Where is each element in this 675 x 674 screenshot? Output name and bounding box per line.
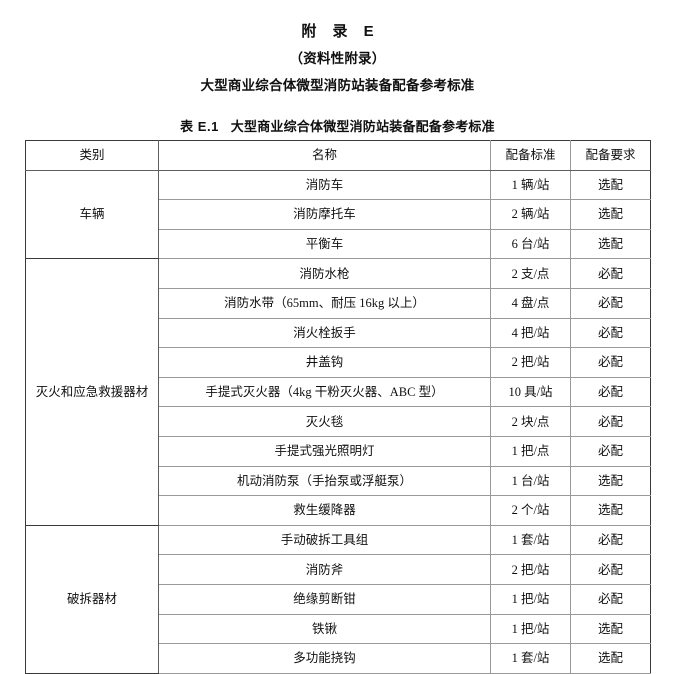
cell-standard: 2 块/点 [490,406,571,437]
cell-requirement: 选配 [570,643,651,674]
cell-standard: 2 个/站 [490,495,571,526]
cell-requirement: 必配 [570,583,651,615]
cell-standard: 10 具/站 [490,376,571,408]
appendix-title: 附 录 E [301,23,380,40]
cell-requirement: 选配 [570,495,651,526]
cell-requirement: 必配 [570,376,651,408]
table-row: 井盖钩 2 把/站 必配 [26,347,651,378]
column-header-category: 类别 [25,140,159,171]
cell-requirement: 必配 [570,435,651,467]
cell-standard: 4 盘/点 [490,287,571,319]
cell-equipment-name: 消防斧 [158,554,491,585]
table-header: 类别 名称 配备标准 配备要求 [25,140,651,171]
cell-requirement: 必配 [570,347,651,378]
cell-category: 破拆器材 [25,524,159,674]
cell-equipment-name: 平衡车 [158,228,491,260]
cell-standard: 1 辆/站 [490,169,571,201]
table-row: 机动消防泵（手抬泵或浮艇泵） 1 台/站 选配 [26,465,651,497]
cell-category: 灭火和应急救援器材 [25,258,159,526]
cell-equipment-name: 绝缘剪断钳 [158,583,491,615]
table-row: 灭火和应急救援器材 消防水枪 2 支/点 必配 [25,258,651,526]
cell-equipment-name: 井盖钩 [158,347,491,378]
cell-equipment-name: 消火栓扳手 [158,317,491,349]
table-body: 车辆 消防车 1 辆/站 选配 消防摩托车 2 辆/站 选配 平衡车 6 台/站 选配 灭火和应急救… [25,169,651,674]
cell-category: 车辆 [25,169,159,260]
cell-standard: 1 把/站 [490,613,571,645]
table-row: 灭火毯 2 块/点 必配 [26,406,651,437]
appendix-kind-label: （资料性附录） [289,51,386,66]
table-row: 消防水带（65mm、耐压 16kg 以上） 4 盘/点 必配 [26,287,651,319]
cell-equipment-name: 机动消防泵（手抬泵或浮艇泵） [158,465,491,497]
table-caption: 表 E.1 大型商业综合体微型消防站装备配备参考标准 [0,118,675,136]
column-header-standard: 配备标准 [490,140,571,171]
table-caption-text: 大型商业综合体微型消防站装备配备参考标准 [230,119,495,134]
cell-requirement: 选配 [570,465,651,497]
equipment-table-container: 类别 名称 配备标准 配备要求 车辆 消防车 1 辆/站 选配 消防摩托车 2 辆/站 选配… [25,140,651,674]
cell-standard: 1 把/点 [490,435,571,467]
appendix-subject-title: 大型商业综合体微型消防站装备配备参考标准 [200,78,475,93]
cell-standard: 4 把/站 [490,317,571,349]
cell-standard: 1 套/站 [490,643,571,674]
cell-standard: 2 辆/站 [490,199,571,230]
cell-equipment-name: 手提式强光照明灯 [158,435,491,467]
cell-standard: 2 把/站 [490,347,571,378]
table-row: 救生缓降器 2 个/站 选配 [26,495,651,526]
appendix-heading-block: 附 录 E （资料性附录） 大型商业综合体微型消防站装备配备参考标准 表 E.1… [0,0,675,136]
cell-equipment-name: 消防水枪 [158,258,491,289]
table-row: 平衡车 6 台/站 选配 [26,228,651,260]
table-row: 手提式灭火器（4kg 干粉灭火器、ABC 型） 10 具/站 必配 [26,376,651,408]
table-caption-number: 表 E.1 [180,119,219,134]
cell-requirement: 选配 [570,199,651,230]
cell-requirement: 必配 [570,554,651,585]
cell-requirement: 选配 [570,169,651,201]
table-row: 消防摩托车 2 辆/站 选配 [26,199,651,230]
cell-requirement: 选配 [570,228,651,260]
table-row: 车辆 消防车 1 辆/站 选配 [25,169,651,260]
cell-requirement: 选配 [570,613,651,645]
cell-requirement: 必配 [570,406,651,437]
cell-requirement: 必配 [570,287,651,319]
cell-equipment-name: 铁锹 [158,613,491,645]
cell-equipment-name: 消防水带（65mm、耐压 16kg 以上） [158,287,491,319]
table-row: 消火栓扳手 4 把/站 必配 [26,317,651,349]
cell-equipment-name: 多功能挠钩 [158,643,491,674]
cell-equipment-name: 手动破拆工具组 [158,524,491,556]
equipment-table: 类别 名称 配备标准 配备要求 车辆 消防车 1 辆/站 选配 消防摩托车 2 辆/站 选配… [25,140,651,674]
cell-equipment-name: 消防车 [158,169,491,201]
cell-standard: 1 台/站 [490,465,571,497]
cell-standard: 1 把/站 [490,583,571,615]
cell-standard: 2 支/点 [490,258,571,289]
cell-requirement: 必配 [570,317,651,349]
cell-equipment-name: 救生缓降器 [158,495,491,526]
cell-standard: 2 把/站 [490,554,571,585]
column-header-name: 名称 [158,140,491,171]
table-header-row: 类别 名称 配备标准 配备要求 [25,140,651,171]
table-row: 破拆器材 手动破拆工具组 1 套/站 必配 [25,524,651,674]
cell-equipment-name: 手提式灭火器（4kg 干粉灭火器、ABC 型） [158,376,491,408]
column-header-requirement: 配备要求 [570,140,651,171]
cell-equipment-name: 消防摩托车 [158,199,491,230]
cell-standard: 6 台/站 [490,228,571,260]
cell-requirement: 必配 [570,258,651,289]
cell-requirement: 必配 [570,524,651,556]
table-row: 手提式强光照明灯 1 把/点 必配 [26,435,651,467]
cell-equipment-name: 灭火毯 [158,406,491,437]
table-row: 消防斧 2 把/站 必配 [26,554,651,585]
cell-standard: 1 套/站 [490,524,571,556]
